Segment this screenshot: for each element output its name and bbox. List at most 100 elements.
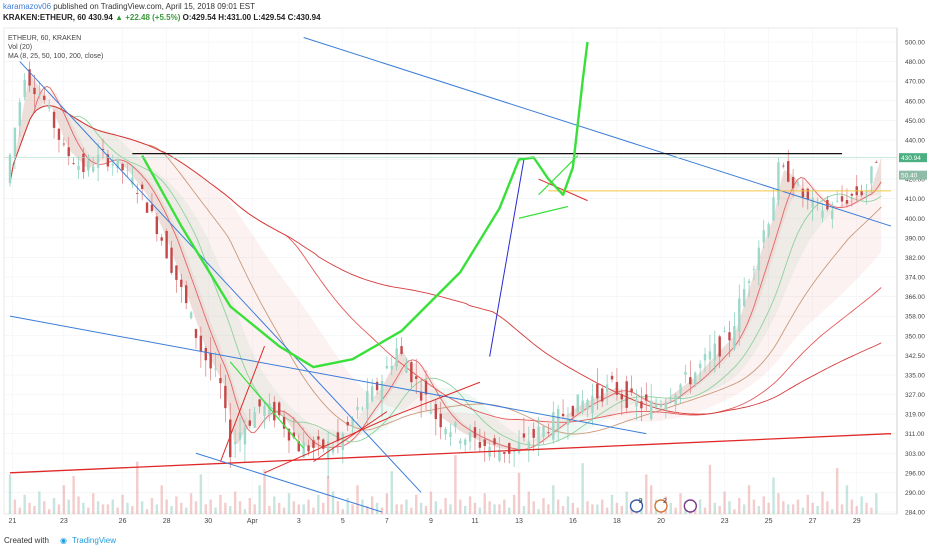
- volume-bar: [757, 506, 761, 514]
- x-tick-label: 20: [657, 518, 665, 525]
- x-tick-label: 11: [471, 518, 478, 525]
- volume-bar: [610, 494, 614, 514]
- volume-bar: [845, 485, 849, 514]
- author-link[interactable]: karamazov06: [3, 2, 52, 11]
- candle-body: [571, 405, 575, 417]
- candle-body: [738, 298, 741, 332]
- volume-bar: [126, 502, 129, 514]
- volume-bar: [752, 499, 756, 514]
- volume-bar: [782, 501, 785, 514]
- ohlc-high: H:431.00: [218, 13, 252, 22]
- volume-bar: [552, 485, 555, 514]
- price-change: +22.48 (+5.5%): [125, 13, 181, 22]
- tradingview-brand[interactable]: TradingView: [72, 536, 117, 545]
- y-tick-label: 400.00: [905, 216, 925, 223]
- volume-bar: [493, 504, 496, 514]
- volume-bar: [145, 509, 149, 514]
- volume-bar: [390, 471, 393, 514]
- volume-bar: [18, 507, 21, 514]
- volume-bar: [23, 494, 26, 514]
- candle-body: [277, 402, 281, 416]
- volume-bar: [875, 493, 878, 514]
- price-chart[interactable]: 500.00 480.00 470.00 460.00 450.00 440.00 430.…: [0, 24, 932, 530]
- volume-bar: [385, 493, 389, 514]
- y-tick-label: 480.00: [905, 59, 925, 66]
- candle-body: [645, 394, 648, 401]
- candle-body: [747, 281, 751, 284]
- volume-bar: [566, 496, 570, 514]
- volume-bar: [243, 509, 247, 514]
- blue-channel-bottom: [195, 452, 383, 513]
- volume-bar: [483, 493, 486, 514]
- blue-upper-trendline: [303, 37, 892, 227]
- candle-body: [547, 432, 550, 434]
- volume-bar: [111, 499, 114, 514]
- green-wedge-line: [518, 205, 569, 219]
- candle-body: [434, 404, 438, 420]
- candle-body: [459, 440, 462, 444]
- event-marker-icon: [629, 499, 644, 513]
- candle-body: [811, 197, 814, 208]
- volume-bar: [512, 494, 516, 514]
- candle-body: [503, 451, 506, 454]
- moving-average-line: [9, 85, 882, 450]
- candle-body: [8, 154, 12, 184]
- volume-bar: [860, 496, 863, 514]
- candle-body: [537, 426, 540, 446]
- candle-body: [258, 399, 261, 407]
- volume-bar: [537, 509, 540, 514]
- volume-bar: [238, 501, 242, 514]
- volume-bar: [821, 491, 824, 514]
- candle-body: [331, 447, 335, 453]
- candle-body: [229, 419, 232, 458]
- volume-bar: [831, 509, 834, 514]
- candle-body: [38, 94, 41, 96]
- candle-body: [552, 412, 555, 440]
- volume-bar: [532, 501, 535, 514]
- volume-bar: [136, 461, 139, 514]
- moving-average-line: [9, 105, 882, 435]
- y-tick-label: 500.00: [905, 40, 925, 47]
- red-pattern-line: [313, 411, 388, 463]
- volume-bar: [214, 507, 217, 514]
- candle-body: [204, 347, 207, 361]
- candle-body: [517, 443, 521, 453]
- volume-bar: [444, 498, 447, 514]
- symbol-label: KRAKEN:ETHEUR, 60: [3, 13, 87, 22]
- volume-bar: [194, 501, 198, 514]
- volume-bar: [67, 499, 70, 514]
- y-tick-label: 284.00: [905, 510, 925, 517]
- candle-body: [654, 404, 658, 408]
- volume-bar: [322, 502, 325, 514]
- candle-body: [145, 202, 149, 213]
- x-tick-label: 28: [163, 518, 171, 525]
- volume-bar: [503, 499, 506, 514]
- candle-body: [282, 416, 286, 429]
- candle-body: [219, 378, 222, 384]
- green-pattern-line: [229, 361, 305, 449]
- candle-body: [326, 441, 330, 459]
- volume-bar: [341, 509, 345, 514]
- volume-bar: [826, 501, 829, 514]
- volume-bar: [806, 494, 809, 514]
- volume-bar: [439, 509, 442, 514]
- candle-body: [263, 406, 266, 417]
- candle-body: [454, 422, 457, 427]
- volume-bar: [287, 493, 291, 514]
- volume-bar: [571, 502, 575, 514]
- volume-bar: [591, 504, 594, 514]
- candle-body: [718, 336, 721, 357]
- candle-body: [62, 143, 66, 145]
- candle-body: [185, 285, 188, 304]
- candle-body: [101, 148, 105, 150]
- volume-bar: [645, 474, 648, 514]
- volume-bar: [561, 506, 565, 514]
- volume-bar: [742, 504, 746, 514]
- x-tick-label: 21: [9, 518, 17, 525]
- last-price-badge-label: 430.94: [901, 155, 921, 162]
- volume-bar: [282, 507, 286, 514]
- candle-body: [87, 160, 90, 171]
- y-tick-label: 327.00: [905, 392, 925, 399]
- volume-bar: [796, 499, 800, 514]
- x-tick-label: 27: [809, 518, 817, 525]
